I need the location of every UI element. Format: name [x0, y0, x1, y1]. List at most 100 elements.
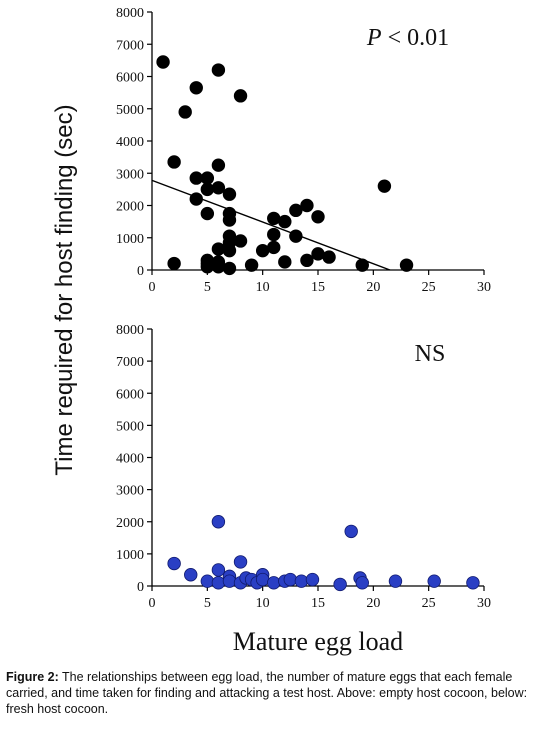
trend-line — [151, 179, 391, 271]
data-point — [222, 261, 237, 276]
significance-annotation: NS — [415, 341, 446, 367]
data-point — [267, 227, 281, 242]
data-point — [399, 258, 414, 272]
data-point — [278, 214, 292, 229]
data-point — [300, 253, 314, 268]
y-tick-label: 1000 — [116, 548, 144, 563]
data-point — [200, 206, 215, 221]
data-point — [222, 187, 237, 201]
data-point — [167, 256, 181, 271]
data-point — [233, 89, 248, 103]
y-axis-title: Time required for host finding (sec) — [51, 104, 78, 475]
data-point — [322, 250, 336, 264]
data-point — [355, 258, 369, 272]
x-tick-label: 15 — [311, 596, 325, 611]
y-tick-label: 7000 — [116, 38, 144, 53]
data-point — [233, 555, 248, 569]
data-point — [211, 63, 226, 77]
data-point — [156, 55, 170, 69]
data-point — [211, 158, 226, 172]
data-point — [255, 243, 270, 258]
data-point — [267, 211, 281, 226]
caption-label: Figure 2: — [6, 670, 59, 684]
data-point — [211, 181, 226, 195]
data-point — [222, 213, 237, 227]
y-tick-label: 6000 — [116, 387, 144, 402]
data-point — [189, 192, 203, 206]
data-point — [167, 556, 181, 571]
chart-top-panel: 0 1000 2000 3000 4000 5000 6000 7000 8000 0 5 10 15 2… — [116, 6, 491, 295]
data-point — [244, 258, 259, 272]
data-point — [178, 105, 192, 119]
chart-bottom-panel: 0 1000 2000 3000 4000 5000 6000 7000 8000 0 5 10 15 2… — [116, 323, 491, 611]
data-point — [211, 576, 226, 590]
data-point — [189, 81, 203, 95]
x-tick-label: 10 — [256, 280, 270, 295]
data-point — [222, 574, 237, 588]
data-point — [278, 255, 292, 269]
data-point — [200, 171, 215, 185]
y-tick-label: 2000 — [116, 200, 144, 215]
data-point — [233, 234, 248, 248]
data-point — [333, 577, 347, 592]
x-tick-label: 25 — [422, 596, 436, 611]
data-point — [355, 576, 369, 590]
data-point — [211, 515, 226, 529]
x-tick-label: 0 — [149, 596, 156, 611]
data-point — [289, 229, 303, 243]
x-tick-label: 5 — [204, 280, 211, 295]
data-point — [222, 243, 237, 258]
x-tick-label: 30 — [477, 596, 491, 611]
y-tick-label: 4000 — [116, 452, 144, 467]
data-point — [388, 574, 403, 588]
annotation-rest-part: < 0.01 — [382, 25, 450, 51]
y-tick-label: 2000 — [116, 516, 144, 531]
y-tick-label: 6000 — [116, 71, 144, 86]
x-axis-title: Mature egg load — [233, 627, 403, 656]
y-tick-label: 0 — [137, 264, 144, 279]
y-tick-label: 4000 — [116, 135, 144, 150]
figure-caption: Figure 2: The relationships between egg … — [6, 669, 532, 717]
y-tick-label: 5000 — [116, 103, 144, 118]
data-point — [211, 563, 226, 577]
y-tick-label: 3000 — [116, 167, 144, 182]
data-point — [200, 574, 215, 588]
x-tick-label: 25 — [422, 280, 436, 295]
data-point — [427, 574, 441, 588]
y-tick-label: 7000 — [116, 355, 144, 370]
x-tick-label: 0 — [149, 280, 156, 295]
x-tick-label: 5 — [204, 596, 211, 611]
data-point — [211, 242, 226, 256]
y-tick-label: 3000 — [116, 484, 144, 499]
y-tick-label: 8000 — [116, 6, 144, 21]
data-point — [311, 247, 325, 261]
data-point — [466, 576, 480, 590]
data-point — [300, 198, 314, 213]
y-tick-label: 1000 — [116, 232, 144, 247]
x-tick-label: 30 — [477, 280, 491, 295]
significance-annotation: P < 0.01 — [366, 25, 449, 51]
data-point — [283, 572, 298, 587]
data-point — [377, 179, 392, 193]
data-point — [255, 572, 270, 587]
x-tick-label: 15 — [311, 280, 325, 295]
data-point — [200, 182, 215, 197]
x-tick-label: 20 — [366, 280, 380, 295]
y-tick-label: 5000 — [116, 419, 144, 434]
data-point — [267, 240, 281, 255]
x-tick-label: 10 — [256, 596, 270, 611]
data-point — [289, 203, 303, 218]
data-point — [167, 155, 181, 169]
data-point — [184, 568, 198, 582]
y-tick-label: 8000 — [116, 323, 144, 338]
data-point — [305, 572, 320, 587]
data-point — [294, 574, 309, 588]
annotation-italic-part: P — [366, 25, 382, 51]
caption-text: The relationships between egg load, the … — [6, 670, 528, 716]
data-point — [344, 524, 358, 539]
data-point — [211, 260, 226, 274]
x-tick-label: 20 — [366, 596, 380, 611]
data-point — [267, 576, 281, 590]
y-tick-label: 0 — [137, 580, 144, 595]
